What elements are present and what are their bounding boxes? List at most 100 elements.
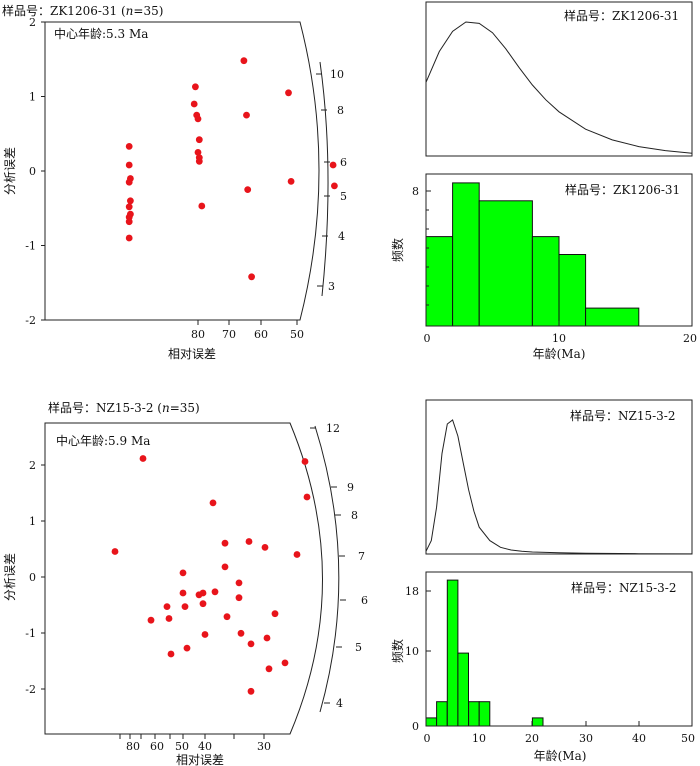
data-point <box>163 603 171 610</box>
y-axis-label-1: 分析误差 <box>3 147 17 195</box>
data-point <box>199 600 207 608</box>
radial-frame-2 <box>44 422 323 735</box>
x-axis-1: 80 70 60 50 <box>191 320 304 341</box>
y-tick-1: -1 <box>25 240 36 253</box>
histogram-x-tick-2: 30 <box>579 732 593 745</box>
histogram-y-tick-2: 0 <box>412 720 419 733</box>
data-point <box>195 157 203 165</box>
density-label-1: 样品号：ZK1206-31 <box>564 8 679 23</box>
density-curve-1 <box>425 21 693 154</box>
radial-title-1: 样品号：ZK1206-31 (n=35) <box>2 3 163 18</box>
x-tick-1: 80 <box>191 328 205 341</box>
data-point <box>301 458 309 465</box>
age-scale-1: 10 8 6 5 4 3 <box>316 68 347 293</box>
data-point <box>125 161 133 169</box>
histogram-bar <box>558 254 587 327</box>
data-point <box>263 634 271 642</box>
data-point <box>147 616 155 624</box>
x-axis-label-2: 相对误差 <box>176 753 224 766</box>
age-scale-2: 12 9 8 7 6 5 4 <box>310 422 368 710</box>
data-point <box>261 544 269 551</box>
data-point <box>303 493 311 501</box>
y-tick-1: 1 <box>29 91 36 104</box>
central-age-2: 中心年龄:5.9 Ma <box>56 433 150 448</box>
radial-plot-1: 样品号：ZK1206-31 (n=35) 中心年龄:5.3 Ma 2 1 0 -… <box>2 3 347 361</box>
histogram-y-axis-1: 8 <box>412 185 431 306</box>
data-point <box>198 202 206 210</box>
age-tick-2: 5 <box>355 641 362 654</box>
y-tick-2: 2 <box>29 459 36 472</box>
data-point <box>179 569 187 577</box>
histogram-frame-2 <box>425 571 693 727</box>
histogram-bar <box>446 579 459 727</box>
data-point <box>125 203 133 211</box>
histogram-y-axis-2: 18 10 0 <box>405 585 431 733</box>
data-point <box>287 178 295 185</box>
x-tick-1: 70 <box>222 328 236 341</box>
histogram-x-tick-2: 20 <box>525 732 539 745</box>
age-arc-2 <box>314 425 340 713</box>
age-tick-2: 8 <box>351 509 358 522</box>
histogram-bar <box>468 701 480 727</box>
radial-title-2: 样品号：NZ15-3-2 (n=35) <box>48 400 200 415</box>
density-frame-2 <box>425 399 693 555</box>
histogram-x-axis-2: 0 10 20 30 40 50 <box>424 721 695 745</box>
age-tick-1: 10 <box>330 68 344 81</box>
y-tick-1: 2 <box>29 16 36 29</box>
histogram-x-tick-2: 50 <box>681 732 695 745</box>
data-point <box>183 644 191 652</box>
y-axis-2: 2 1 0 -1 -2 <box>25 459 45 696</box>
data-point <box>125 234 133 242</box>
histogram-bar <box>436 701 448 727</box>
x-axis-2: 80 60 50 40 30 <box>119 734 271 753</box>
data-point <box>331 182 338 190</box>
points-1 <box>125 57 338 281</box>
histogram-bars-1 <box>425 182 640 327</box>
data-point <box>223 613 231 621</box>
histogram-x-tick-1: 0 <box>424 332 431 345</box>
data-point <box>199 589 207 597</box>
data-point <box>281 659 289 667</box>
data-point <box>248 273 256 281</box>
histogram-bar <box>531 717 544 727</box>
radial-frame-1 <box>44 21 320 321</box>
data-point <box>240 57 248 65</box>
age-tick-2: 7 <box>358 550 365 563</box>
y-tick-2: -1 <box>25 627 36 640</box>
data-point <box>285 89 292 97</box>
y-tick-2: 1 <box>29 515 36 528</box>
histogram-x-tick-1: 20 <box>683 332 697 345</box>
x-axis-label-1: 相对误差 <box>168 347 216 361</box>
histogram-y-tick-2: 10 <box>405 645 419 658</box>
histogram-x-tick-2: 10 <box>472 732 486 745</box>
data-point <box>194 149 202 156</box>
x-tick-1: 60 <box>254 328 268 341</box>
y-tick-2: 0 <box>29 571 36 584</box>
age-tick-1: 5 <box>340 190 347 203</box>
x-tick-1: 50 <box>290 328 304 341</box>
density-frame-1 <box>425 1 693 157</box>
data-point <box>126 197 134 205</box>
histogram-bar <box>531 236 560 327</box>
histogram-bar <box>425 236 454 327</box>
age-tick-1: 8 <box>337 104 344 117</box>
data-point <box>329 161 337 169</box>
density-plot-2: 样品号：NZ15-3-2 <box>425 399 693 555</box>
histogram-label-2: 样品号：NZ15-3-2 <box>571 580 677 595</box>
data-point <box>201 631 209 638</box>
radial-plot-2: 样品号：NZ15-3-2 (n=35) 中心年龄:5.9 Ma 2 1 0 -1… <box>3 400 368 766</box>
histogram-x-axis-1: 0 10 20 <box>424 321 697 345</box>
age-tick-2: 6 <box>361 594 368 607</box>
data-point <box>235 579 243 587</box>
data-point <box>211 588 219 596</box>
histogram-y-tick-1: 8 <box>412 185 419 198</box>
central-age-1: 中心年龄:5.3 Ma <box>54 26 148 41</box>
data-point <box>194 115 202 123</box>
data-point <box>125 143 133 150</box>
histogram-bar <box>457 652 469 727</box>
histogram-1: 样品号：ZK1206-31 8 频数 0 10 20 年龄(Ma) <box>390 173 697 361</box>
data-point <box>125 218 133 226</box>
data-point <box>244 186 252 194</box>
data-point <box>190 100 198 108</box>
